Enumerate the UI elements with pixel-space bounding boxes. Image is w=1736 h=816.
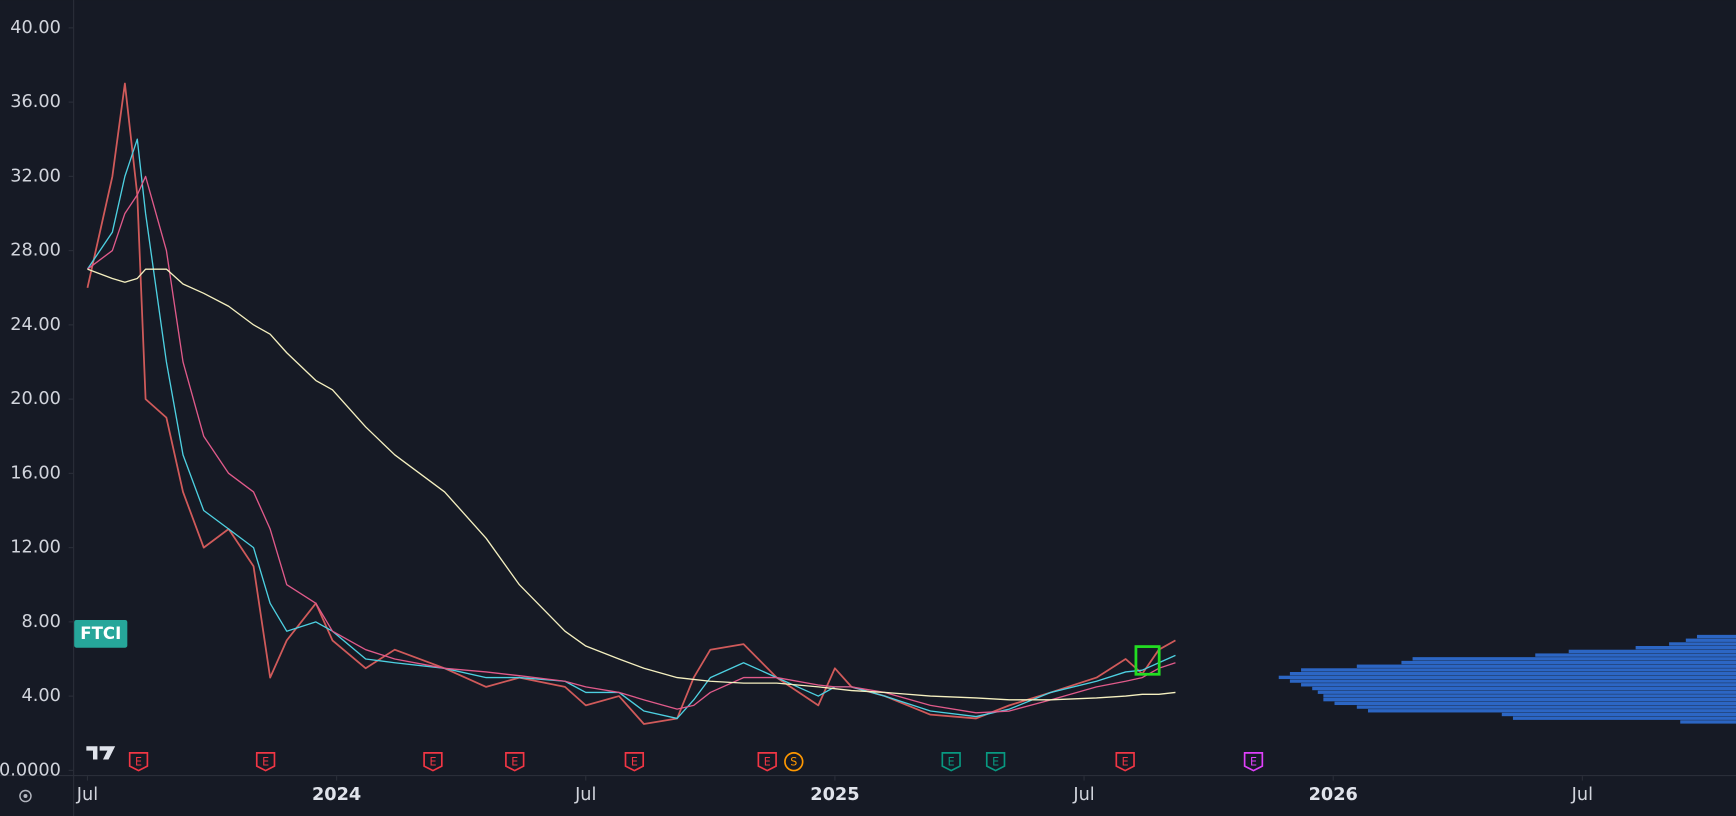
volume-profile-bar — [1289, 671, 1736, 676]
settings-icon[interactable] — [19, 789, 32, 803]
volume-profile-bar — [1301, 668, 1736, 672]
event-marker — [757, 752, 777, 772]
event-label: E — [1250, 755, 1257, 768]
y-tick-label: 4.00 — [21, 686, 60, 706]
event-label: E — [948, 755, 955, 768]
event-label: E — [764, 755, 771, 768]
event-label: E — [429, 755, 436, 768]
series-line — [86, 138, 1176, 720]
y-tick-label: 24.00 — [10, 315, 61, 335]
logo-shape — [86, 746, 116, 760]
volume-profile-bar — [1356, 664, 1736, 668]
y-tick-label: 36.00 — [10, 92, 61, 112]
y-tick-label: 32.00 — [10, 166, 61, 186]
event-label: E — [1122, 755, 1129, 768]
y-tick-label: 40.00 — [10, 18, 61, 38]
event-label: E — [631, 755, 638, 768]
volume-profile-bar — [1680, 720, 1736, 724]
x-tick-label: Jul — [574, 785, 596, 805]
volume-profile-bar — [1635, 646, 1736, 650]
event-marker — [1243, 752, 1264, 772]
event-marker — [941, 752, 961, 772]
x-tick-label: Jul — [76, 785, 98, 805]
y-tick-label: 12.00 — [10, 538, 61, 558]
y-tick-label: 20.00 — [10, 389, 61, 409]
volume-profile-bar — [1289, 679, 1736, 683]
event-label: E — [992, 755, 999, 768]
event-marker — [255, 752, 276, 772]
volume-profile-bar — [1301, 683, 1736, 687]
volume-profile-bar — [1367, 709, 1736, 713]
series-line — [87, 175, 1176, 714]
event-marker — [505, 752, 525, 772]
event-marker — [784, 752, 804, 772]
event-label: S — [790, 755, 797, 768]
volume-profile-bar — [1312, 686, 1736, 691]
event-marker — [624, 752, 645, 772]
ticker-label: FTCI — [80, 624, 121, 643]
event-label: E — [511, 755, 518, 768]
event-marker — [985, 752, 1006, 772]
logo — [86, 746, 116, 760]
x-tick-label: Jul — [1072, 785, 1094, 805]
volume-profile-bar — [1334, 701, 1736, 706]
x-tick-label: Jul — [1571, 785, 1593, 805]
ticker-badge[interactable] — [74, 620, 128, 648]
event-label: E — [262, 755, 269, 768]
volume-profile-bar — [1568, 649, 1736, 654]
y-tick-label: 0.0000 — [0, 760, 61, 780]
volume-profile — [1278, 634, 1736, 724]
volume-profile-bar — [1685, 638, 1736, 642]
volume-profile-bar — [1278, 675, 1736, 680]
x-tick-label: 2025 — [810, 785, 859, 805]
axes: 0.0000 4.00 8.00 12.00 16.00 20.00 24.00 28.00 3… — [0, 18, 1593, 805]
volume-profile-bar — [1401, 660, 1736, 665]
event-label: E — [135, 755, 142, 768]
y-tick-label: 28.00 — [10, 241, 61, 261]
volume-profile-bar — [1356, 705, 1736, 709]
x-tick-label: 2024 — [312, 785, 361, 805]
event-marker — [128, 752, 149, 772]
drawing-rectangle[interactable] — [1134, 645, 1161, 676]
volume-profile-bar — [1317, 690, 1736, 694]
y-tick-label: 8.00 — [21, 612, 60, 632]
volume-profile-bar — [1669, 642, 1736, 646]
volume-profile-bar — [1501, 712, 1736, 717]
event-marker — [423, 752, 443, 772]
series-lines — [86, 82, 1176, 725]
series-line — [87, 268, 1176, 701]
x-tick-label: 2026 — [1309, 785, 1358, 805]
volume-profile-bar — [1323, 694, 1736, 698]
volume-profile-bar — [1535, 653, 1736, 657]
volume-profile-bar — [1512, 716, 1736, 720]
volume-profile-bar — [1323, 697, 1736, 702]
volume-profile-bar — [1696, 634, 1736, 639]
y-tick-label: 16.00 — [10, 463, 61, 483]
volume-profile-bar — [1412, 657, 1736, 661]
event-marker — [1115, 752, 1135, 772]
settings-icon-dot — [23, 794, 28, 799]
